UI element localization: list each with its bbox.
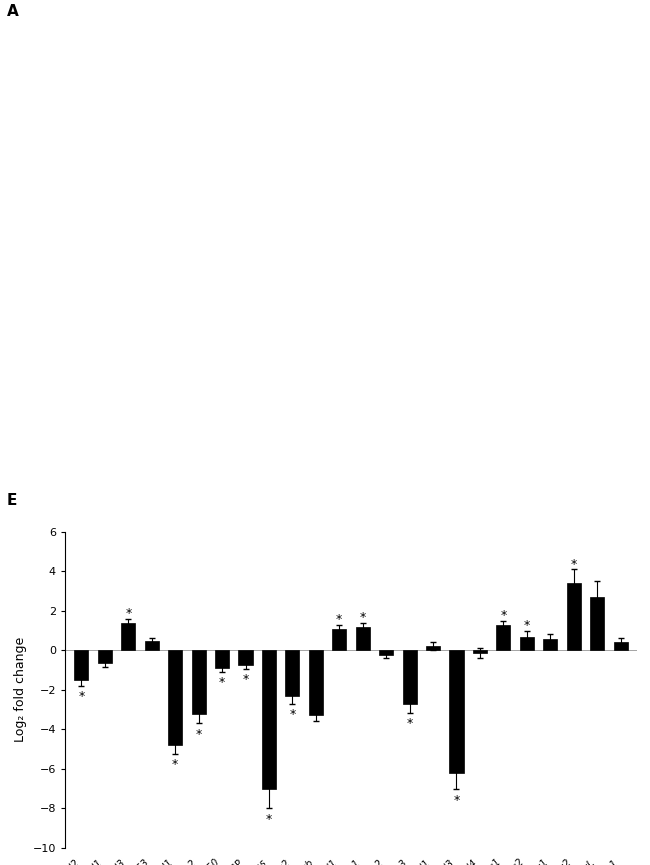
Text: A: A: [6, 4, 18, 19]
Bar: [145, 640, 159, 650]
Bar: [262, 650, 276, 789]
Bar: [98, 650, 112, 663]
Text: *: *: [571, 558, 577, 571]
Bar: [285, 650, 300, 695]
Bar: [543, 638, 557, 650]
Y-axis label: Log₂ fold change: Log₂ fold change: [14, 638, 27, 742]
Text: *: *: [266, 812, 272, 825]
Bar: [356, 626, 370, 650]
Text: *: *: [336, 612, 343, 625]
Text: *: *: [196, 727, 202, 740]
Text: *: *: [500, 609, 506, 622]
Text: *: *: [78, 690, 84, 703]
Bar: [449, 650, 463, 772]
Text: *: *: [242, 674, 249, 687]
Bar: [379, 650, 393, 656]
Text: *: *: [172, 759, 178, 772]
Bar: [567, 583, 580, 650]
Bar: [309, 650, 323, 715]
Bar: [473, 650, 487, 653]
Bar: [426, 646, 440, 650]
Bar: [239, 650, 253, 665]
Text: E: E: [6, 493, 17, 508]
Text: *: *: [289, 708, 296, 721]
Bar: [74, 650, 88, 680]
Text: *: *: [524, 618, 530, 631]
Text: *: *: [453, 794, 460, 807]
Bar: [192, 650, 205, 714]
Text: *: *: [359, 611, 366, 624]
Bar: [614, 643, 628, 650]
Bar: [332, 629, 346, 650]
Bar: [520, 637, 534, 650]
Bar: [215, 650, 229, 668]
Bar: [497, 625, 510, 650]
Bar: [168, 650, 182, 745]
Bar: [590, 597, 605, 650]
Text: *: *: [219, 676, 225, 689]
Text: *: *: [406, 717, 413, 730]
Text: *: *: [125, 607, 131, 620]
Bar: [402, 650, 417, 703]
Bar: [122, 623, 135, 650]
